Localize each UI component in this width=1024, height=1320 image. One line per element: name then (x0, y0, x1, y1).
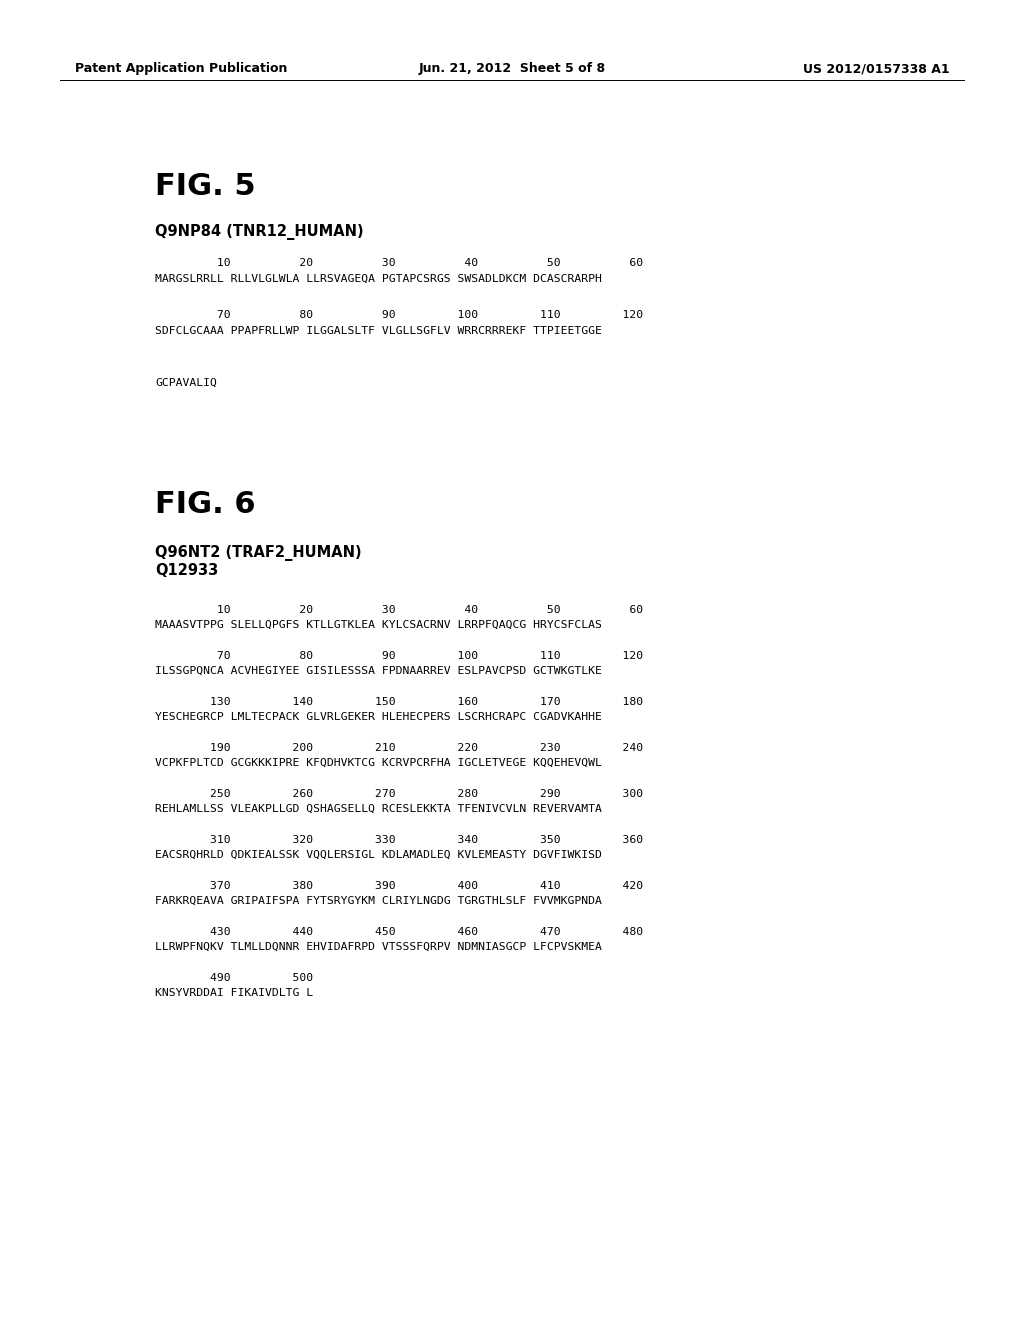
Text: FIG. 6: FIG. 6 (155, 490, 256, 519)
Text: Q12933: Q12933 (155, 564, 218, 578)
Text: Q96NT2 (TRAF2_HUMAN): Q96NT2 (TRAF2_HUMAN) (155, 545, 361, 561)
Text: 70          80          90         100         110         120: 70 80 90 100 110 120 (155, 651, 643, 661)
Text: ILSSGPQNCA ACVHEGIYEE GISILESSSA FPDNAARREV ESLPAVCPSD GCTWKGTLKE: ILSSGPQNCA ACVHEGIYEE GISILESSSA FPDNAAR… (155, 667, 602, 676)
Text: 130         140         150         160         170         180: 130 140 150 160 170 180 (155, 697, 643, 708)
Text: 10          20          30          40          50          60: 10 20 30 40 50 60 (155, 605, 643, 615)
Text: 190         200         210         220         230         240: 190 200 210 220 230 240 (155, 743, 643, 752)
Text: 10          20          30          40          50          60: 10 20 30 40 50 60 (155, 257, 643, 268)
Text: MARGSLRRLL RLLVLGLWLA LLRSVAGEQA PGTAPCSRGS SWSADLDKCM DCASCRARPH: MARGSLRRLL RLLVLGLWLA LLRSVAGEQA PGTAPCS… (155, 275, 602, 284)
Text: GCPAVALIQ: GCPAVALIQ (155, 378, 217, 388)
Text: 430         440         450         460         470         480: 430 440 450 460 470 480 (155, 927, 643, 937)
Text: FIG. 5: FIG. 5 (155, 172, 256, 201)
Text: 250         260         270         280         290         300: 250 260 270 280 290 300 (155, 789, 643, 799)
Text: 70          80          90         100         110         120: 70 80 90 100 110 120 (155, 310, 643, 319)
Text: FARKRQEAVA GRIPAIFSPA FYTSRYGYKM CLRIYLNGDG TGRGTHLSLF FVVMKGPNDA: FARKRQEAVA GRIPAIFSPA FYTSRYGYKM CLRIYLN… (155, 896, 602, 906)
Text: VCPKFPLTCD GCGKKKIPRE KFQDHVKTCG KCRVPCRFHA IGCLETVEGE KQQEHEVQWL: VCPKFPLTCD GCGKKKIPRE KFQDHVKTCG KCRVPCR… (155, 758, 602, 768)
Text: 310         320         330         340         350         360: 310 320 330 340 350 360 (155, 836, 643, 845)
Text: LLRWPFNQKV TLMLLDQNNR EHVIDAFRPD VTSSSFQRPV NDMNIASGCP LFCPVSKMEA: LLRWPFNQKV TLMLLDQNNR EHVIDAFRPD VTSSSFQ… (155, 942, 602, 952)
Text: Patent Application Publication: Patent Application Publication (75, 62, 288, 75)
Text: YESCHEGRCP LMLTECPACK GLVRLGEKER HLEHECPERS LSCRHCRAPC CGADVKAHHE: YESCHEGRCP LMLTECPACK GLVRLGEKER HLEHECP… (155, 711, 602, 722)
Text: SDFCLGCAAA PPAPFRLLWP ILGGALSLTF VLGLLSGFLV WRRCRRREKF TTPIEETGGE: SDFCLGCAAA PPAPFRLLWP ILGGALSLTF VLGLLSG… (155, 326, 602, 337)
Text: MAAASVTPPG SLELLQPGFS KTLLGTKLEA KYLCSACRNV LRRPFQAQCG HRYCSFCLAS: MAAASVTPPG SLELLQPGFS KTLLGTKLEA KYLCSAC… (155, 620, 602, 630)
Text: 490         500: 490 500 (155, 973, 313, 983)
Text: KNSYVRDDAI FIKAIVDLTG L: KNSYVRDDAI FIKAIVDLTG L (155, 987, 313, 998)
Text: REHLAMLLSS VLEAKPLLGD QSHAGSELLQ RCESLEKKTA TFENIVCVLN REVERVAMTA: REHLAMLLSS VLEAKPLLGD QSHAGSELLQ RCESLEK… (155, 804, 602, 814)
Text: Jun. 21, 2012  Sheet 5 of 8: Jun. 21, 2012 Sheet 5 of 8 (419, 62, 605, 75)
Text: Q9NP84 (TNR12_HUMAN): Q9NP84 (TNR12_HUMAN) (155, 224, 364, 240)
Text: 370         380         390         400         410         420: 370 380 390 400 410 420 (155, 880, 643, 891)
Text: US 2012/0157338 A1: US 2012/0157338 A1 (804, 62, 950, 75)
Text: EACSRQHRLD QDKIEALSSK VQQLERSIGL KDLAMADLEQ KVLEMEASTY DGVFIWKISD: EACSRQHRLD QDKIEALSSK VQQLERSIGL KDLAMAD… (155, 850, 602, 861)
